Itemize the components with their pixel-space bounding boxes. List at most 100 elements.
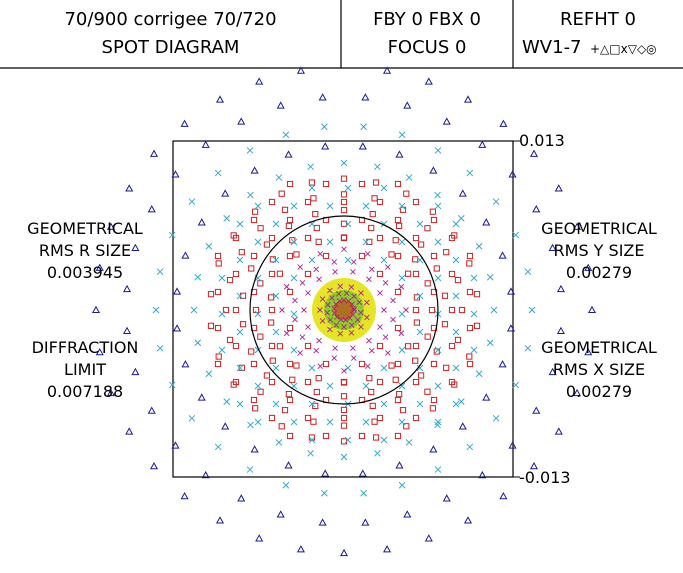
spot-diamond [332,268,338,275]
title-line-1: 70/900 corrigee 70/720 [64,9,277,30]
spot-cross [307,449,314,457]
spot-diamond [335,291,342,297]
spot-cross [214,169,222,177]
spot-cross [223,214,231,222]
spot-square [268,234,276,242]
spot-cross [434,382,442,390]
spot-square [263,241,271,248]
spot-square [304,234,312,242]
spot-points [91,66,597,557]
spot-cross [398,274,406,282]
spot-square [424,280,431,287]
spot-square [286,252,294,260]
spot-square [310,418,317,425]
spot-cross [326,382,334,390]
spot-triangle [149,461,159,470]
spot-square [207,322,215,329]
spot-square [430,360,438,368]
spot-cross [272,220,280,228]
spot-triangle [106,388,116,397]
spot-square [340,206,348,214]
rms-y-label-1: GEOMETRICAL [541,219,657,238]
spot-cross [290,238,298,246]
spot-diamond [382,279,389,286]
spot-triangle [173,324,182,332]
spot-triangle [197,218,206,226]
spot-triangle [106,222,116,230]
spot-diamond [337,283,344,290]
field-line-2: FOCUS 0 [387,37,467,58]
spot-triangle [296,66,305,74]
spot-square [222,306,230,314]
spot-cross [290,310,298,318]
spot-square [376,234,384,242]
diffraction-label-2: LIMIT [64,360,106,379]
spot-triangle [572,388,582,397]
spot-square [399,407,407,414]
spot-square [304,198,312,206]
spot-cross [416,292,424,300]
spot-cross [272,292,280,300]
rms-r-value: 0.003945 [46,263,124,282]
spot-cross [254,310,262,318]
spot-triangle [95,263,104,271]
spot-triangle [482,218,491,226]
spot-square [368,388,375,396]
spot-cross [308,364,316,372]
spot-cross [282,481,290,489]
spot-square [226,336,234,344]
spot-cross [156,268,164,276]
rms-r-label-2: RMS R SIZE [38,241,132,260]
spot-cross [434,147,442,154]
spot-square [268,294,275,301]
spot-square [417,241,425,248]
spot-diamond [385,264,391,270]
spot-square [394,288,402,296]
spot-square [340,191,348,198]
spot-square [257,280,264,287]
spot-triangle [478,470,487,479]
spot-cross [188,414,196,422]
spot-square [214,324,222,332]
spot-triangle [395,150,404,158]
spot-cross [512,231,520,239]
spot-diamond [366,276,372,283]
spot-square [322,180,330,188]
spot-triangle [276,101,285,109]
spot-cross [308,256,316,264]
spot-square [322,252,330,260]
spot-square [429,405,436,412]
spot-diamond [299,334,306,341]
spot-diamond [356,299,362,306]
rms-x-label-1: GEOMETRICAL [541,338,657,357]
spot-cross [254,382,262,390]
spot-square [322,432,330,440]
spot-diamond [350,259,357,265]
spot-cross [492,414,500,422]
spot-cross [194,273,202,281]
spot-square [286,396,294,404]
spot-square [430,396,438,404]
spot-square [412,198,420,206]
spot-cross [308,184,316,192]
spot-triangle [508,170,517,178]
spot-cross [470,346,478,354]
spot-diamond [292,316,298,323]
spot-cross [457,398,465,406]
spot-triangle [458,189,467,197]
spot-triangle [424,534,433,542]
spot-square [252,405,259,412]
spot-cross [254,418,262,426]
spot-square [257,388,264,395]
spot-cross [475,242,483,250]
spot-cross [168,381,176,389]
spot-square [232,306,240,314]
spot-square [286,324,294,332]
spot-diamond [368,266,375,273]
spot-triangle [508,441,517,449]
field-line-1: FBY 0 FBX 0 [373,9,481,30]
spot-cross [362,382,370,390]
spot-cross [452,400,460,408]
spot-square [369,402,376,410]
spot-triangle [147,205,156,213]
